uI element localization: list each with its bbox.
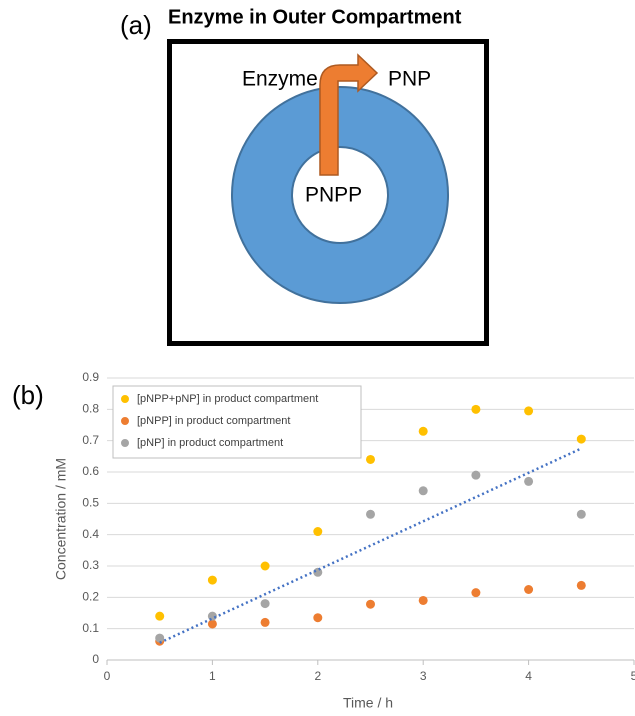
point <box>418 595 428 605</box>
diagram-title: Enzyme in Outer Compartment <box>168 6 462 28</box>
x-axis-title: Time / h <box>343 695 393 711</box>
compartment-ring <box>231 86 449 304</box>
panel-label: (a) <box>120 10 152 40</box>
point <box>471 470 481 480</box>
legend-marker <box>121 395 129 403</box>
x-tick-label: 3 <box>420 669 427 683</box>
point <box>524 406 534 416</box>
point <box>313 527 323 537</box>
enzyme-label: Enzyme <box>242 68 318 91</box>
point <box>207 575 217 585</box>
point <box>260 599 270 609</box>
x-tick-label: 0 <box>104 669 111 683</box>
y-tick-label: 0.6 <box>82 464 99 478</box>
y-tick-label: 0.2 <box>82 590 99 604</box>
trendline <box>159 447 582 644</box>
point <box>471 588 481 598</box>
point <box>418 426 428 436</box>
point <box>366 599 375 609</box>
point <box>260 561 270 571</box>
legend-label: [pNPP] in product compartment <box>137 415 290 427</box>
point <box>155 633 165 643</box>
point <box>576 434 586 444</box>
point <box>471 404 481 414</box>
point <box>524 476 534 486</box>
x-tick-label: 4 <box>525 669 532 683</box>
point <box>207 619 217 629</box>
point <box>155 611 165 621</box>
x-tick-label: 2 <box>314 669 321 683</box>
y-tick-label: 0 <box>92 652 99 666</box>
y-tick-label: 0.9 <box>82 370 99 384</box>
y-tick-label: 0.8 <box>82 402 99 416</box>
flow-arrow <box>319 53 379 176</box>
legend-box <box>112 385 362 459</box>
y-tick-label: 0.4 <box>82 527 99 541</box>
product-label: PNP <box>388 68 431 91</box>
point <box>524 585 534 594</box>
point <box>313 613 323 623</box>
legend-label: [pNP] in product compartment <box>137 437 283 449</box>
substrate-label: PNPP <box>305 184 362 207</box>
y-tick-label: 0.3 <box>82 558 99 572</box>
point <box>418 486 428 496</box>
point <box>260 617 270 627</box>
y-tick-label: 0.1 <box>82 621 99 635</box>
x-tick-label: 1 <box>209 669 216 683</box>
legend-marker <box>121 417 129 425</box>
point <box>366 509 375 519</box>
x-tick-label: 5 <box>631 669 635 683</box>
point <box>576 580 586 590</box>
y-tick-label: 0.5 <box>82 496 99 510</box>
y-tick-label: 0.7 <box>82 433 99 447</box>
panel-label: (b) <box>12 380 44 410</box>
outer-box <box>167 39 489 346</box>
legend-label: [pNPP+pNP] in product compartment <box>137 393 318 405</box>
point <box>366 454 375 464</box>
point <box>576 509 586 519</box>
legend-marker <box>121 439 129 447</box>
y-axis-title: Concentration / mM <box>53 458 69 580</box>
